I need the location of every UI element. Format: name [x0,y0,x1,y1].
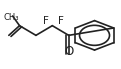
Text: F: F [43,16,49,26]
Text: F: F [58,16,63,26]
Text: CH₃: CH₃ [4,13,19,22]
Text: O: O [64,45,73,58]
